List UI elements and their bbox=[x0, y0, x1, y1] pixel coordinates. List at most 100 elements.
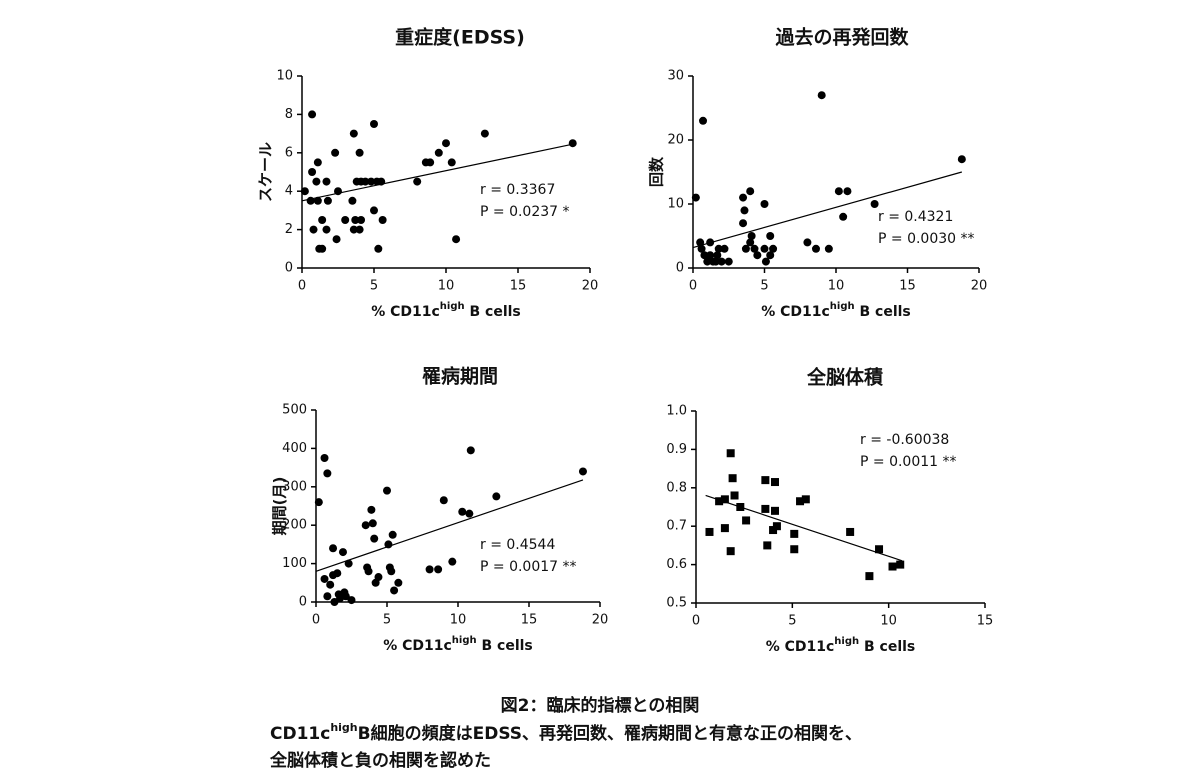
point bbox=[308, 168, 317, 176]
y-tick-label: 10 bbox=[667, 197, 684, 212]
point bbox=[355, 225, 364, 234]
point bbox=[726, 547, 735, 556]
x-label-sup: high bbox=[830, 301, 855, 312]
point bbox=[306, 196, 315, 205]
y-tick-label: 0 bbox=[285, 261, 293, 276]
point bbox=[720, 244, 729, 253]
x-label-text: B cells bbox=[855, 304, 911, 320]
point bbox=[370, 534, 379, 543]
point bbox=[761, 257, 770, 266]
point bbox=[766, 232, 775, 240]
stat-annotation: P = 0.0011 ** bbox=[860, 454, 957, 470]
caption-text: B細胞の頻度はEDSS、再発回数、罹病期間と有意な正の相関を、 bbox=[358, 723, 862, 744]
point bbox=[746, 238, 755, 247]
point bbox=[843, 187, 852, 196]
x-tick-label: 20 bbox=[582, 279, 599, 294]
x-label-text: % CD11c bbox=[383, 638, 452, 654]
point bbox=[387, 567, 396, 576]
point bbox=[308, 110, 317, 119]
point bbox=[724, 257, 733, 266]
y-tick-label: 400 bbox=[282, 441, 307, 456]
point bbox=[338, 548, 347, 557]
y-tick-label: 10 bbox=[276, 69, 293, 84]
point bbox=[747, 232, 756, 240]
point bbox=[370, 206, 378, 215]
y-tick-label: 0.5 bbox=[666, 596, 687, 611]
point bbox=[700, 251, 709, 260]
point bbox=[790, 529, 799, 538]
x-tick-label: 20 bbox=[971, 279, 988, 294]
y-tick-label: 0.6 bbox=[666, 557, 687, 572]
point bbox=[736, 503, 745, 511]
point bbox=[839, 212, 848, 221]
x-label-sup: high bbox=[452, 635, 477, 646]
chart-title: 全脳体積 bbox=[806, 366, 883, 389]
point bbox=[766, 251, 775, 260]
point bbox=[323, 469, 332, 478]
x-axis-label: % CD11chigh B cells bbox=[766, 636, 916, 655]
y-tick-label: 300 bbox=[282, 479, 307, 494]
stat-annotation: r = 0.4321 bbox=[878, 209, 953, 225]
point bbox=[368, 519, 377, 528]
point bbox=[770, 506, 779, 515]
point bbox=[313, 196, 322, 205]
x-axis-label: % CD11chigh B cells bbox=[383, 635, 533, 654]
point bbox=[750, 244, 759, 253]
point bbox=[717, 257, 726, 266]
y-tick-label: 0.9 bbox=[666, 442, 687, 457]
point bbox=[466, 446, 475, 455]
stat-annotation: P = 0.0030 ** bbox=[878, 231, 975, 247]
point bbox=[318, 216, 327, 224]
point bbox=[568, 139, 577, 148]
point bbox=[697, 244, 706, 253]
x-tick-label: 10 bbox=[828, 279, 845, 294]
point bbox=[770, 478, 779, 487]
trendline bbox=[692, 171, 963, 249]
chart-title: 罹病期間 bbox=[422, 365, 498, 388]
x-label-text: B cells bbox=[465, 304, 521, 320]
point bbox=[323, 592, 332, 601]
x-tick-label: 0 bbox=[298, 279, 306, 294]
stat-annotation: r = 0.3367 bbox=[480, 182, 555, 198]
x-tick-label: 5 bbox=[383, 613, 391, 628]
y-tick-label: 0 bbox=[676, 261, 684, 276]
point bbox=[351, 216, 360, 224]
point bbox=[313, 158, 322, 167]
point bbox=[715, 497, 724, 506]
point bbox=[452, 235, 461, 244]
stat-annotation: P = 0.0017 ** bbox=[480, 559, 577, 575]
caption-title: 図2：臨床的指標との相関 bbox=[501, 695, 700, 716]
point bbox=[394, 578, 403, 587]
y-tick-label: 20 bbox=[667, 133, 684, 148]
y-tick-label: 6 bbox=[285, 145, 293, 160]
y-axis-label: 期間(月) bbox=[271, 477, 289, 536]
point bbox=[370, 120, 378, 128]
point bbox=[448, 557, 457, 566]
x-tick-label: 10 bbox=[450, 613, 467, 628]
stat-annotation: r = 0.4544 bbox=[480, 537, 555, 553]
point bbox=[300, 187, 309, 196]
trendline bbox=[301, 143, 573, 202]
point bbox=[442, 139, 450, 148]
point bbox=[458, 507, 467, 516]
point bbox=[796, 497, 805, 506]
x-tick-label: 10 bbox=[880, 614, 897, 629]
point bbox=[361, 177, 370, 186]
point bbox=[691, 193, 700, 202]
point bbox=[492, 492, 501, 501]
x-tick-label: 5 bbox=[760, 279, 768, 294]
point bbox=[875, 545, 884, 554]
point bbox=[367, 505, 376, 514]
point bbox=[763, 541, 772, 550]
y-tick-label: 4 bbox=[285, 184, 293, 199]
point bbox=[740, 206, 749, 215]
point bbox=[888, 562, 897, 571]
point bbox=[705, 527, 714, 536]
point bbox=[834, 187, 843, 196]
trendline bbox=[705, 494, 903, 562]
point bbox=[341, 592, 350, 601]
point bbox=[347, 596, 356, 605]
point bbox=[434, 565, 443, 574]
point bbox=[439, 496, 448, 505]
point bbox=[772, 522, 781, 531]
